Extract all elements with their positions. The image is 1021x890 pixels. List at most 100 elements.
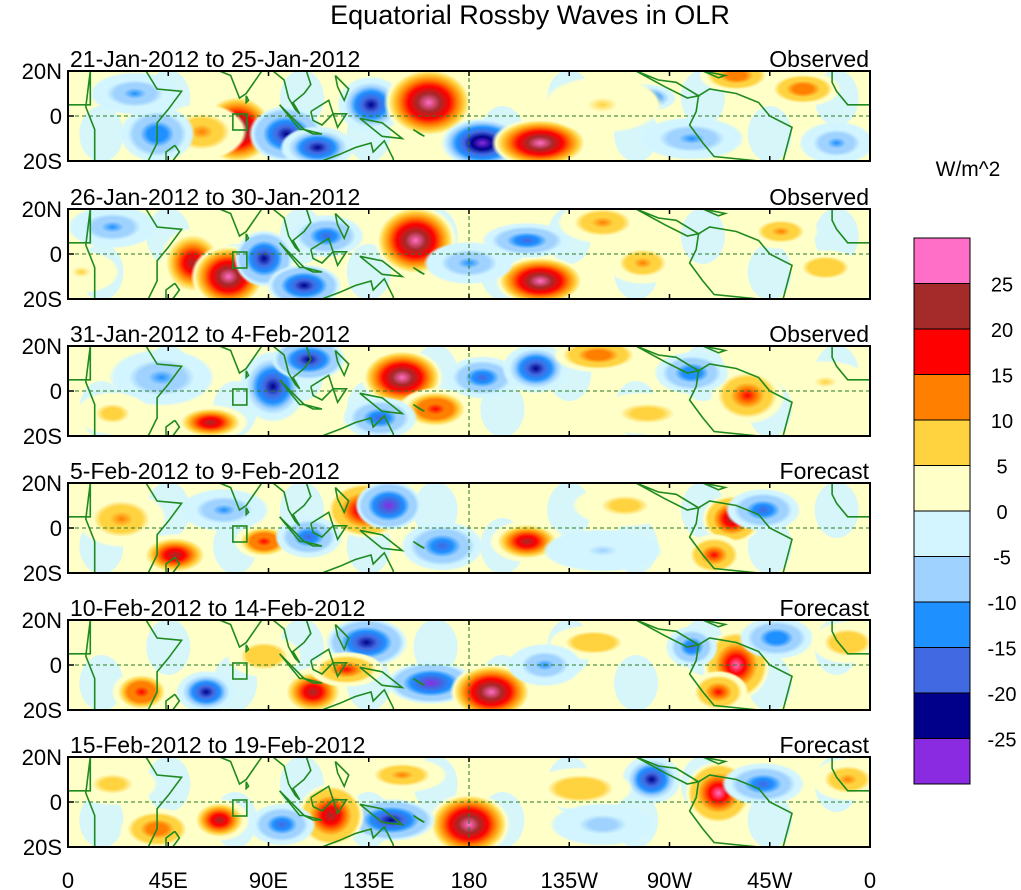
anomaly-blob	[494, 255, 586, 299]
coastline	[84, 346, 184, 436]
index-box	[232, 251, 248, 269]
coastline	[702, 71, 729, 79]
coastline	[702, 483, 729, 491]
y-tick-label: 20S	[23, 424, 62, 449]
field-background-patch	[614, 655, 659, 710]
coastline	[688, 774, 793, 847]
index-box	[232, 799, 248, 817]
anomaly-blob	[787, 249, 864, 286]
coastline	[245, 95, 250, 105]
colorbar-swatch	[913, 556, 971, 603]
field-background-patch	[79, 106, 124, 161]
x-tick-label: 135W	[541, 868, 599, 890]
panel-status: Forecast	[780, 458, 870, 484]
panel-field	[68, 71, 870, 161]
coastline	[68, 346, 92, 381]
coastline	[245, 507, 250, 517]
coastline	[688, 500, 793, 573]
y-tick-label: 20S	[23, 287, 62, 312]
index-box	[232, 662, 248, 680]
anomaly-blob	[279, 125, 356, 161]
anomaly-blob	[288, 214, 365, 258]
anomaly-blob	[501, 346, 570, 394]
anomaly-blob	[743, 213, 819, 250]
y-tick-label: 20N	[22, 471, 62, 496]
anomaly-blob	[89, 71, 181, 116]
y-tick-label: 20N	[22, 745, 62, 770]
x-tick-label: 135E	[343, 868, 394, 890]
anomaly-blob	[552, 346, 644, 373]
anomaly-blob	[111, 670, 172, 710]
panel-status: Observed	[769, 46, 869, 72]
chart-title: Equatorial Rossby Waves in OLR	[330, 0, 730, 30]
field-background-patch	[747, 106, 792, 161]
anomaly-blob	[400, 520, 484, 572]
anomaly-blob	[698, 71, 775, 94]
panel-date-range: 15-Feb-2012 to 19-Feb-2012	[70, 732, 365, 758]
coastline	[702, 757, 729, 765]
anomaly-blob	[725, 488, 801, 532]
anomaly-blob	[542, 528, 664, 573]
coastline	[165, 144, 181, 161]
anomaly-blob	[549, 802, 656, 847]
index-box	[232, 525, 248, 543]
field-background-patch	[413, 620, 458, 675]
coastline	[272, 757, 312, 801]
coastline	[303, 403, 323, 410]
anomaly-blob	[621, 757, 682, 805]
x-tick-label: 0	[864, 868, 876, 890]
coastline	[334, 760, 350, 789]
colorbar: 25 20 15 10 5 0 -5 -10 -15 -20 -25	[913, 237, 1017, 785]
colorbar-label: -25	[988, 730, 1017, 752]
anomaly-blob	[356, 757, 448, 793]
coastline	[278, 242, 307, 269]
coastline	[219, 620, 263, 649]
colorbar-swatch	[913, 237, 971, 284]
coastline	[334, 349, 350, 378]
coastline	[702, 346, 729, 354]
anomaly-blob	[172, 404, 249, 436]
coastline	[278, 379, 307, 406]
coastline	[219, 483, 263, 512]
coastline	[68, 483, 92, 518]
colorbar-swatch	[913, 374, 971, 421]
anomaly-blob	[604, 241, 681, 285]
coastline	[332, 251, 348, 268]
anomaly-blob	[798, 121, 870, 161]
coastline	[310, 374, 335, 401]
anomaly-blob	[665, 625, 719, 669]
y-tick-label: 20N	[22, 608, 62, 633]
coastline	[219, 71, 263, 100]
anomaly-blob	[638, 116, 745, 161]
colorbar-label: -20	[988, 684, 1017, 706]
coastline	[68, 71, 92, 106]
anomaly-blob	[308, 651, 385, 688]
y-tick-label: 0	[50, 790, 62, 815]
coastline	[359, 666, 405, 689]
panel-field	[68, 209, 870, 299]
anomaly-blob	[274, 515, 343, 559]
coastline	[310, 648, 335, 675]
coastline	[334, 74, 350, 103]
coastline	[831, 620, 870, 655]
coastline	[68, 757, 92, 792]
coastline	[831, 209, 870, 244]
anomaly-blob	[542, 75, 664, 134]
colorbar-label: 10	[991, 411, 1013, 433]
anomaly-blob	[383, 71, 475, 139]
colorbar-label: 5	[996, 457, 1007, 479]
anomaly-blob	[780, 360, 870, 404]
colorbar-swatch	[913, 510, 971, 557]
field-background-patch	[747, 792, 792, 847]
coastline	[303, 540, 323, 547]
coastline	[334, 486, 350, 515]
panel-date-range: 21-Jan-2012 to 25-Jan-2012	[70, 46, 360, 72]
coastline	[272, 483, 312, 527]
y-tick-label: 0	[50, 653, 62, 678]
colorbar-label: -15	[988, 639, 1017, 661]
panel-status: Forecast	[780, 595, 870, 621]
coastline	[332, 113, 348, 130]
anomaly-blob	[137, 533, 213, 573]
coastline	[412, 403, 425, 413]
anomaly-blob	[68, 762, 158, 806]
